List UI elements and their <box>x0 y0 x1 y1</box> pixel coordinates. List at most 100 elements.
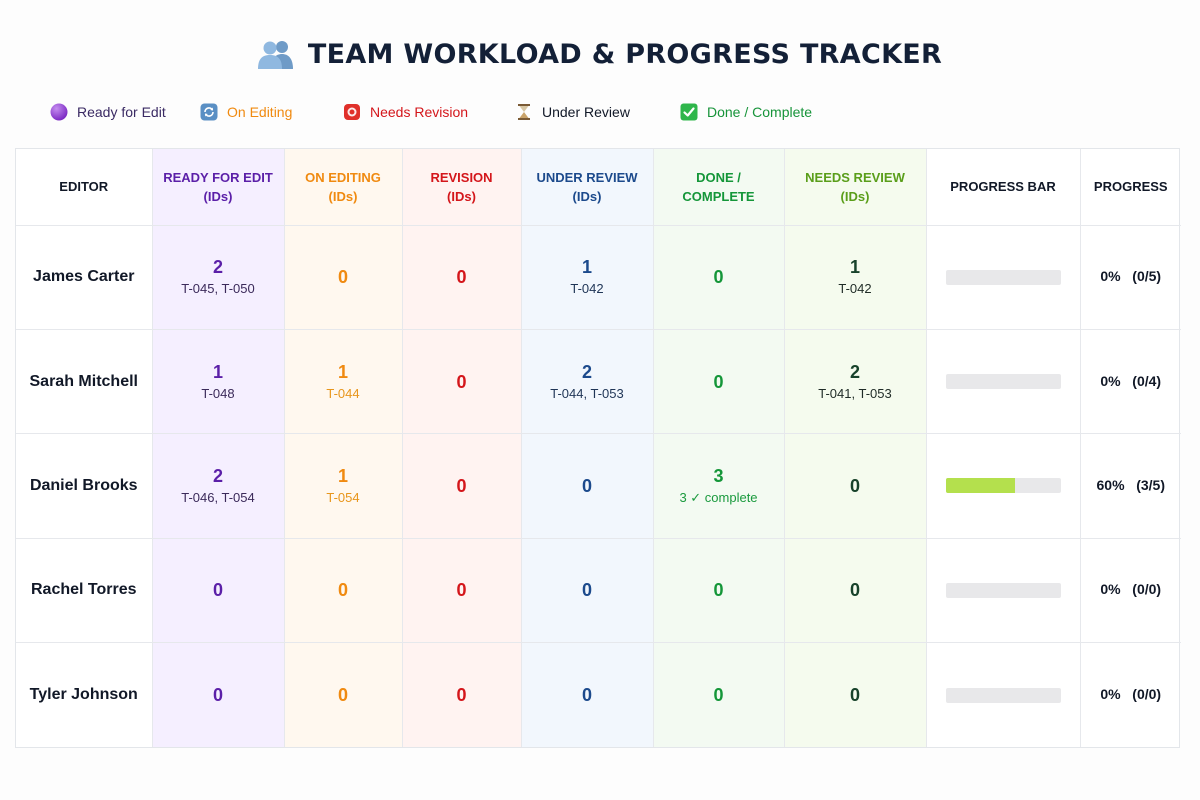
editing-count: 1 <box>337 361 348 382</box>
editing-cell: 0 <box>284 225 403 330</box>
hourglass-icon <box>515 103 533 121</box>
revision-count: 0 <box>456 685 467 706</box>
needs-review-cell: 0 <box>784 538 927 644</box>
review-count: 0 <box>581 475 592 496</box>
editing-count: 0 <box>337 267 348 288</box>
ready-ids: T-046, T-054 <box>181 489 255 505</box>
progress-bar-cell <box>926 433 1081 539</box>
progress-bar-fill <box>945 478 1015 494</box>
needs-review-ids: T-041, T-053 <box>818 385 892 401</box>
editor-name: Tyler Johnson <box>29 686 138 704</box>
done-count: 0 <box>713 685 724 706</box>
table-row: Rachel Torres 0 0 0 0 0 0 0% (0/0) <box>16 538 1181 644</box>
review-ids: T-042 <box>570 281 604 297</box>
done-cell: 0 <box>653 538 785 644</box>
editing-cell: 1 T-054 <box>284 433 403 539</box>
revision-cell: 0 <box>402 538 522 644</box>
editor-name: Sarah Mitchell <box>29 372 138 390</box>
editor-cell: Sarah Mitchell <box>16 329 153 435</box>
review-cell: 0 <box>521 433 654 539</box>
progress-bar-cell <box>926 225 1081 330</box>
alert-icon <box>343 103 361 121</box>
editing-ids: T-044 <box>326 385 360 401</box>
ready-count: 1 <box>212 361 223 382</box>
page-title: TEAM WORKLOAD & PROGRESS TRACKER <box>307 38 943 70</box>
table-header-row: EDITOR READY FOR EDIT (IDs) ON EDITING (ID… <box>16 149 1181 226</box>
needs-review-ids: T-042 <box>838 281 872 297</box>
progress-bar-cell <box>926 642 1081 747</box>
title-row: TEAM WORKLOAD & PROGRESS TRACKER <box>0 38 1200 70</box>
done-cell: 3 3 ✓ complete <box>653 433 785 539</box>
ready-cell: 1 T-048 <box>152 329 285 435</box>
header-review: UNDER REVIEW (IDs) <box>521 149 654 226</box>
arrows-cycle-icon <box>200 103 218 121</box>
legend-editing-label: On Editing <box>227 104 293 120</box>
progress-value: 0% (0/0) <box>1100 686 1162 703</box>
revision-count: 0 <box>456 371 467 392</box>
header-revision: REVISION (IDs) <box>402 149 522 226</box>
needs-review-cell: 0 <box>784 642 927 747</box>
legend-done: Done / Complete <box>680 103 812 121</box>
needs-review-cell: 0 <box>784 433 927 539</box>
header-progress-bar: PROGRESS BAR <box>926 149 1081 226</box>
review-count: 2 <box>581 361 592 382</box>
table-row: Daniel Brooks 2 T-046, T-054 1 T-054 0 0 3 3 ✓ c… <box>16 433 1181 539</box>
workload-table: EDITOR READY FOR EDIT (IDs) ON EDITING (ID… <box>15 148 1181 748</box>
progress-cell: 0% (0/0) <box>1080 538 1181 644</box>
needs-review-cell: 1 T-042 <box>784 225 927 330</box>
needs-review-count: 0 <box>849 580 860 601</box>
progress-cell: 60% (3/5) <box>1080 433 1181 539</box>
editing-count: 0 <box>337 580 348 601</box>
needs-review-cell: 2 T-041, T-053 <box>784 329 927 435</box>
needs-review-count: 2 <box>849 361 860 382</box>
revision-count: 0 <box>456 580 467 601</box>
progress-value: 0% (0/0) <box>1100 581 1162 598</box>
legend-review-label: Under Review <box>542 104 630 120</box>
done-ids: 3 ✓ complete <box>679 489 758 505</box>
review-count: 0 <box>581 685 592 706</box>
review-cell: 0 <box>521 538 654 644</box>
purple-circle-icon <box>50 103 68 121</box>
legend-ready: Ready for Edit <box>50 103 166 121</box>
ready-cell: 0 <box>152 642 285 747</box>
table-row: James Carter 2 T-045, T-050 0 0 1 T-042 0 1 T-042… <box>16 225 1181 330</box>
done-cell: 0 <box>653 225 785 330</box>
editing-count: 1 <box>337 465 348 486</box>
editor-name: James Carter <box>33 268 135 286</box>
progress-bar <box>945 478 1061 494</box>
needs-review-count: 0 <box>849 475 860 496</box>
editor-cell: Daniel Brooks <box>16 433 153 539</box>
ready-cell: 0 <box>152 538 285 644</box>
revision-cell: 0 <box>402 225 522 330</box>
review-cell: 1 T-042 <box>521 225 654 330</box>
ready-ids: T-048 <box>201 385 235 401</box>
status-legend: Ready for Edit On Editing Needs Revision… <box>0 103 1200 125</box>
done-cell: 0 <box>653 642 785 747</box>
header-done: DONE / COMPLETE <box>653 149 785 226</box>
review-ids: T-044, T-053 <box>550 385 624 401</box>
progress-value: 0% (0/5) <box>1100 268 1162 285</box>
progress-bar <box>945 374 1061 390</box>
ready-ids: T-045, T-050 <box>181 281 255 297</box>
legend-done-label: Done / Complete <box>707 104 813 120</box>
editing-cell: 0 <box>284 538 403 644</box>
done-count: 0 <box>713 580 724 601</box>
progress-value: 0% (0/4) <box>1100 372 1162 389</box>
revision-count: 0 <box>456 475 467 496</box>
editor-cell: Rachel Torres <box>16 538 153 644</box>
progress-cell: 0% (0/0) <box>1080 643 1181 747</box>
progress-value: 60% (3/5) <box>1096 476 1165 493</box>
done-count: 0 <box>713 371 724 392</box>
legend-revision-label: Needs Revision <box>370 104 469 120</box>
review-cell: 0 <box>521 642 654 747</box>
revision-cell: 0 <box>402 433 522 539</box>
header-editor: EDITOR <box>16 149 153 226</box>
editing-count: 0 <box>337 685 348 706</box>
ready-count: 2 <box>212 257 223 278</box>
done-count: 3 <box>713 465 724 486</box>
progress-cell: 0% (0/5) <box>1080 225 1181 330</box>
ready-count: 2 <box>212 465 223 486</box>
revision-cell: 0 <box>402 642 522 747</box>
review-cell: 2 T-044, T-053 <box>521 329 654 435</box>
legend-review: Under Review <box>515 103 630 121</box>
